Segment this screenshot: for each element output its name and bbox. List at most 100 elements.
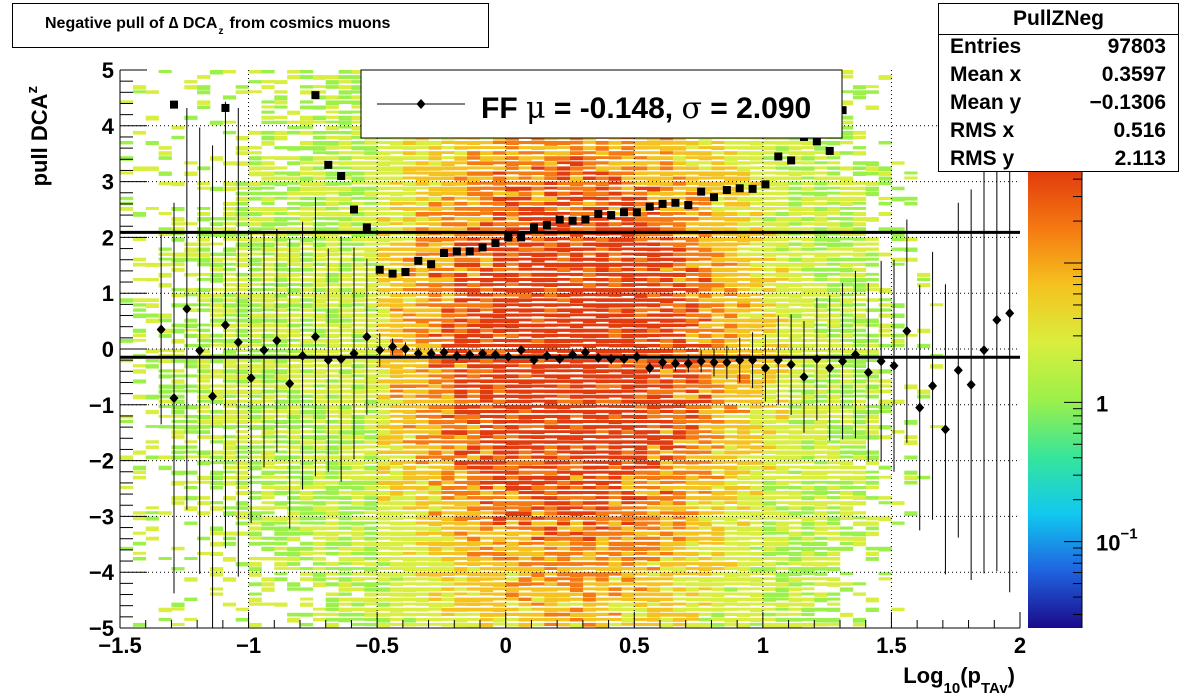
sigma-point [491,238,500,247]
y-tick-label: −5 [89,616,114,641]
mean-point [838,356,848,367]
mean-point [606,354,616,365]
mean-point [658,357,668,368]
mean-point [516,345,526,356]
x-axis-label: Log10(pTAv) [903,663,1015,697]
y-tick-label: −4 [89,560,115,585]
mean-point [670,358,680,369]
x-tick-label: 1 [757,633,769,658]
mean-point [233,337,243,348]
mean-point [632,351,642,362]
y-tick-label: 5 [102,58,114,83]
sigma-point [761,180,770,189]
sigma-point [427,260,436,269]
mean-point [773,355,783,366]
mean-point [246,373,256,384]
mean-point [388,341,398,352]
sigma-point [465,247,474,256]
legend-label: FF μ = -0.148, σ = 2.090 [481,91,811,126]
mean-point [465,349,475,360]
legend: FF μ = -0.148, σ = 2.090 [360,69,843,139]
mean-point [889,360,899,371]
mean-point [876,356,886,367]
x-tick-label: 1.5 [876,633,907,658]
mean-point [426,348,436,359]
fit-lines [120,230,1020,359]
mean-point [452,350,462,361]
y-tick-label: 3 [102,170,114,195]
mean-point [439,347,449,358]
sigma-point [555,215,564,224]
stat-entries: Entries 97803 [950,35,1166,58]
mean-point [915,402,925,413]
y-tick-label: 1 [102,281,114,306]
sigma-point [311,91,320,100]
mean-point [580,347,590,358]
mean-point [928,380,938,391]
mean-point [182,303,192,314]
sigma-point [594,209,603,218]
mean-point [413,348,423,359]
sigma-point [324,160,333,169]
sigma-point [401,267,410,276]
sigma-point [697,187,706,196]
mean-point [760,362,770,373]
mean-point [786,359,796,370]
legend-marker [416,99,426,109]
mean-point [336,354,346,365]
x-tick-label: 0 [500,633,512,658]
mean-point [953,365,963,376]
sigma-point [838,106,847,115]
y-tick-label: −1 [89,393,114,418]
mean-point [195,345,205,356]
z-tick-label: 1 [1096,391,1108,416]
mean-point [568,349,578,360]
sigma-point [735,184,744,193]
mean-point [298,350,308,361]
stat-mean-y: Mean y −0.1306 [950,91,1166,114]
sigma-point [362,223,371,232]
sigma-point [581,215,590,224]
sigma-point [658,199,667,208]
mean-point [799,371,809,382]
stats-box: PullZNeg Entries 97803 Mean x 0.3597 Mean … [938,3,1179,172]
sigma-point [375,265,384,274]
stat-mean-x: Mean x 0.3597 [950,63,1166,86]
stat-rms-y: RMS y 2.113 [950,147,1166,170]
mean-point [259,345,269,356]
y-tick-label: 0 [102,337,114,362]
sigma-point [221,103,230,112]
mean-point [825,362,835,373]
sigma-point [722,185,731,194]
sigma-point [632,208,641,217]
sigma-point [388,269,397,278]
sigma-point [542,221,551,230]
sigma-point [337,172,346,181]
sigma-point [825,146,834,155]
sigma-point [684,201,693,210]
mean-point [992,314,1002,325]
sigma-point [530,223,538,232]
color-bar [1028,172,1082,628]
mean-point [619,354,629,365]
grid-lines [120,70,1020,628]
stat-rms-x: RMS x 0.516 [950,119,1166,142]
chart-title: Negative pull of ∆ DCAz from cosmics muon… [45,15,391,37]
mean-point [555,354,565,365]
mean-point [940,424,950,435]
mean-point [696,356,706,367]
sigma-point [710,193,718,202]
sigma-point [504,233,513,242]
heatmap-cells [120,70,944,628]
sigma-point [671,198,680,207]
mean-point [478,348,488,359]
z-tick-label: 10−1 [1096,526,1138,556]
mean-point [748,355,758,366]
mean-point [362,331,372,342]
mean-point [310,331,320,342]
mean-point [490,349,500,360]
mean-point [323,355,333,366]
mean-point [812,354,822,365]
mean-point [542,350,552,361]
x-tick-label: 2 [1014,633,1026,658]
